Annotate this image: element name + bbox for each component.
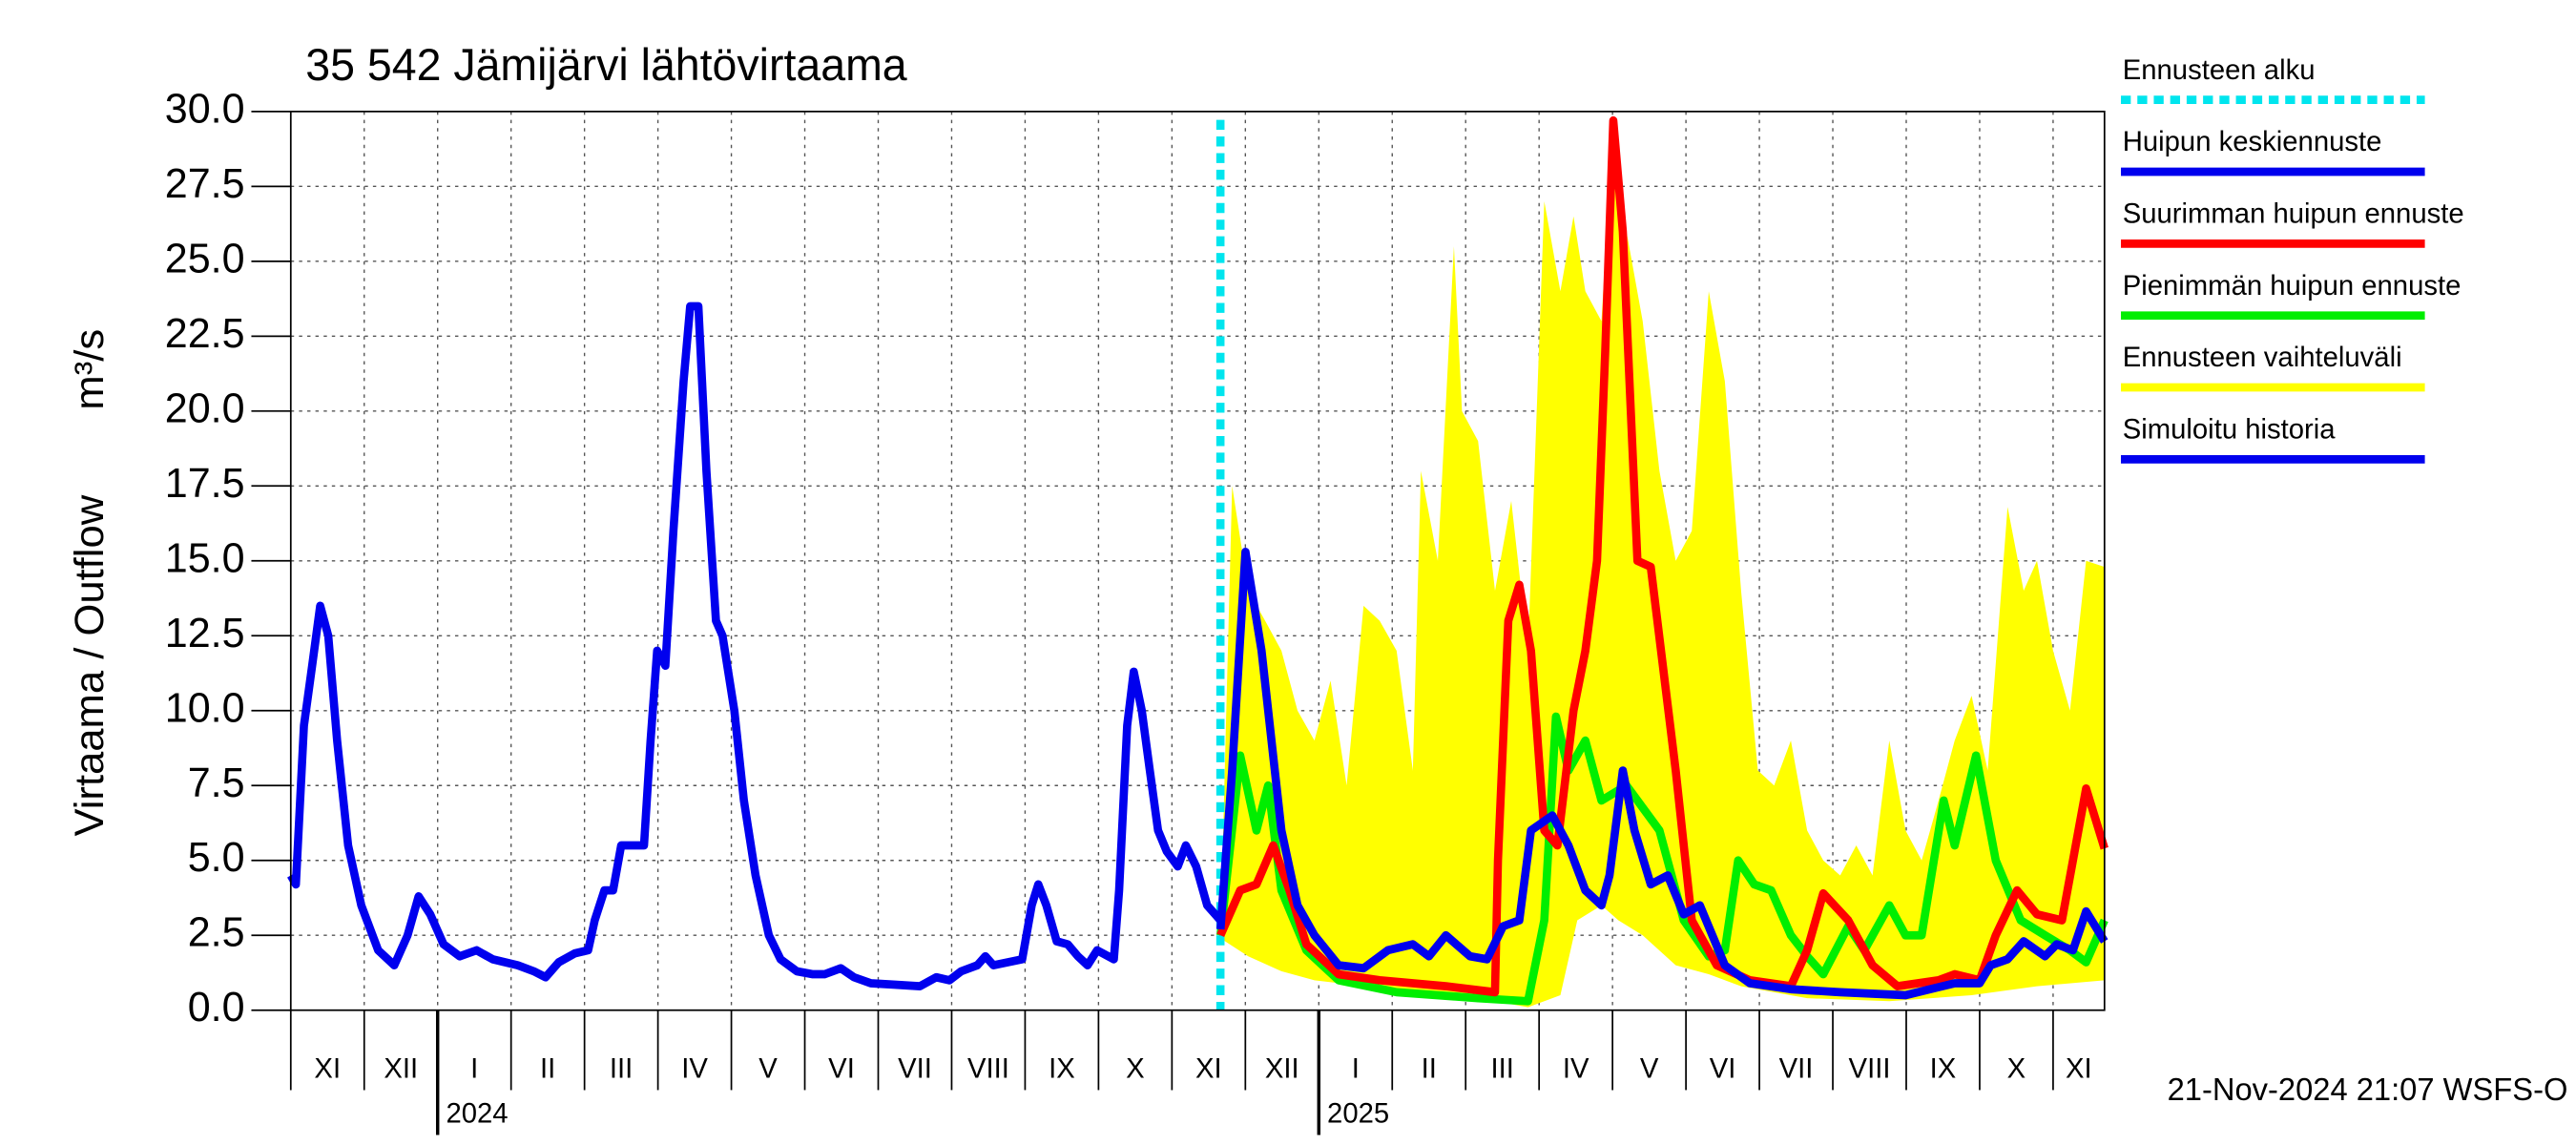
plot-frame — [289, 110, 2106, 1011]
series-line — [287, 302, 1224, 990]
x-tick-label: X — [2007, 1052, 2026, 1084]
y-axis-label: Virtaama / Outflow — [67, 494, 113, 836]
legend-label: Ennusteen vaihteluväli — [2123, 342, 2402, 373]
x-tick-label: XII — [384, 1052, 418, 1084]
y-tick-label: 15.0 — [165, 535, 245, 581]
x-tick-label: IX — [1930, 1052, 1957, 1084]
x-tick-label: V — [1640, 1052, 1659, 1084]
x-tick-label: IX — [1049, 1052, 1075, 1084]
x-tick-label: IV — [681, 1052, 708, 1084]
chart-title: 35 542 Jämijärvi lähtövirtaama — [305, 40, 907, 90]
y-axis-unit: m³/s — [67, 329, 113, 410]
range-band — [1220, 120, 2105, 1008]
x-tick-label: I — [470, 1052, 478, 1084]
legend-label: Huipun keskiennuste — [2123, 126, 2382, 157]
x-tick-label: II — [540, 1052, 555, 1084]
x-tick-label: III — [610, 1052, 633, 1084]
y-tick-label: 22.5 — [165, 311, 245, 357]
y-tick-label: 27.5 — [165, 161, 245, 207]
y-tick-label: 12.5 — [165, 611, 245, 656]
x-tick-label: XI — [314, 1052, 341, 1084]
x-tick-label: VIII — [1849, 1052, 1891, 1084]
x-tick-label: IV — [1563, 1052, 1589, 1084]
x-tick-label: VII — [1779, 1052, 1814, 1084]
x-tick-label: XI — [2066, 1052, 2092, 1084]
y-tick-label: 25.0 — [165, 236, 245, 281]
y-tick-label: 2.5 — [188, 910, 245, 956]
y-tick-label: 10.0 — [165, 685, 245, 731]
y-tick-label: 7.5 — [188, 760, 245, 806]
x-tick-label: VI — [1710, 1052, 1736, 1084]
x-tick-label: I — [1352, 1052, 1360, 1084]
legend-label: Simuloitu historia — [2123, 413, 2336, 445]
x-tick-label: XI — [1195, 1052, 1222, 1084]
series-line — [1215, 548, 2109, 1000]
x-tick-label: X — [1126, 1052, 1145, 1084]
series-line — [1215, 712, 2109, 1006]
y-tick-label: 0.0 — [188, 985, 245, 1030]
y-tick-label: 17.5 — [165, 461, 245, 507]
x-tick-label: II — [1422, 1052, 1437, 1084]
x-tick-label: XII — [1265, 1052, 1299, 1084]
year-label: 2025 — [1327, 1097, 1389, 1129]
legend-label: Suurimman huipun ennuste — [2123, 198, 2464, 229]
x-tick-label: VII — [898, 1052, 932, 1084]
y-tick-label: 30.0 — [165, 86, 245, 132]
x-tick-label: VI — [828, 1052, 855, 1084]
y-tick-label: 20.0 — [165, 385, 245, 431]
x-tick-label: VIII — [967, 1052, 1009, 1084]
y-tick-label: 5.0 — [188, 835, 245, 881]
legend-label: Ennusteen alku — [2123, 54, 2316, 86]
x-tick-label: V — [758, 1052, 778, 1084]
year-label: 2024 — [446, 1097, 508, 1129]
legend-label: Pienimmän huipun ennuste — [2123, 270, 2462, 302]
footer: 21-Nov-2024 21:07 WSFS-O — [2168, 1072, 2568, 1107]
x-tick-label: III — [1490, 1052, 1513, 1084]
